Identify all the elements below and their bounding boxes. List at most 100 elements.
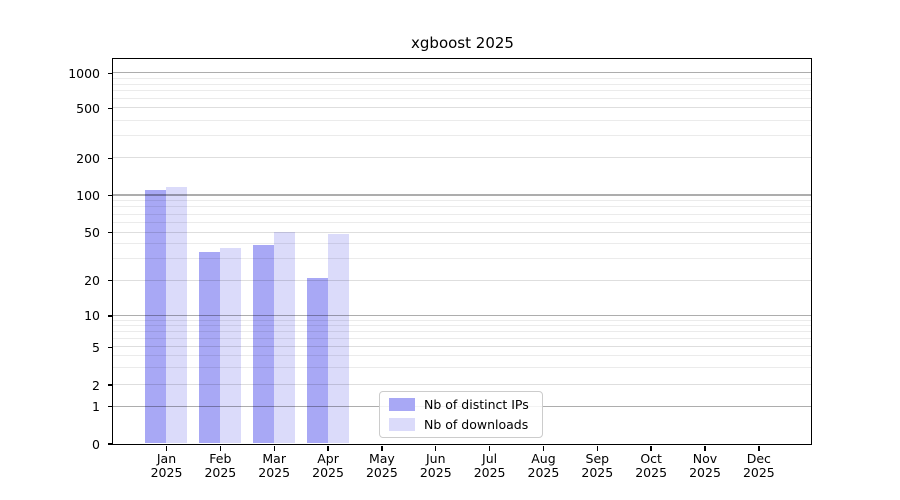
x-tick-month: Mar xyxy=(262,450,286,466)
x-tick-year: 2025 xyxy=(635,465,668,480)
minor-gridline xyxy=(113,119,811,121)
bar-downloads xyxy=(219,247,241,444)
legend-entry-downloads: Nb of downloads xyxy=(389,416,533,433)
x-tick-label: May 2025 xyxy=(350,450,414,481)
x-tick-label: Mar 2025 xyxy=(242,450,306,481)
x-tick-label: Nov 2025 xyxy=(673,450,737,481)
x-tick-month: Jan xyxy=(156,450,177,466)
minor-gridline xyxy=(113,258,811,260)
x-tick-label: Jul 2025 xyxy=(458,451,522,481)
y-tick-mark xyxy=(107,194,113,197)
minor-gridline xyxy=(113,243,811,245)
minor-gridline xyxy=(113,367,811,369)
minor-gridline xyxy=(113,135,811,137)
major-gridline xyxy=(113,314,811,317)
minor-gridline xyxy=(113,90,811,92)
y-tick-label: 2 xyxy=(92,377,100,393)
gridline xyxy=(113,157,811,159)
minor-gridline xyxy=(113,98,811,100)
y-tick-label: 1 xyxy=(92,399,100,415)
legend-swatch-downloads-icon xyxy=(389,417,415,431)
legend-label-downloads: Nb of downloads xyxy=(424,416,529,432)
x-tick-month: Nov xyxy=(692,450,718,466)
x-tick-month: Dec xyxy=(746,450,771,466)
x-tick-label: Oct 2025 xyxy=(619,450,683,481)
x-tick-month: Aug xyxy=(531,450,556,466)
gridline xyxy=(113,279,811,281)
x-tick-mark xyxy=(488,445,491,451)
gridline xyxy=(113,346,811,348)
x-tick-label: Dec 2025 xyxy=(727,450,791,481)
x-tick-month: May xyxy=(368,450,395,466)
y-tick-label: 0 xyxy=(92,436,100,452)
y-tick-label: 20 xyxy=(84,273,100,289)
x-tick-month: Jun xyxy=(425,450,446,466)
x-tick-mark xyxy=(758,445,760,451)
x-tick-label: Feb 2025 xyxy=(188,450,252,481)
bar-downloads xyxy=(327,234,349,444)
x-tick-mark xyxy=(704,445,706,451)
bar-distinct-ips xyxy=(145,190,166,444)
y-tick-label: 5 xyxy=(92,339,100,355)
x-tick-year: 2025 xyxy=(204,465,237,480)
major-gridline xyxy=(113,72,811,74)
y-tick-mark xyxy=(107,443,113,445)
bar-downloads xyxy=(166,186,187,444)
x-tick-month: Apr xyxy=(317,450,339,466)
x-tick-mark xyxy=(542,445,545,451)
y-tick-mark xyxy=(107,384,113,386)
x-tick-year: 2025 xyxy=(258,465,291,480)
bar-distinct-ips xyxy=(198,252,220,444)
minor-gridline xyxy=(113,331,811,333)
x-tick-label: Aug 2025 xyxy=(511,450,575,481)
x-tick-mark xyxy=(650,445,652,451)
minor-gridline xyxy=(113,355,811,357)
x-tick-month: Oct xyxy=(640,450,662,466)
minor-gridline xyxy=(113,200,811,202)
gridline xyxy=(113,107,811,109)
gridline xyxy=(113,231,811,233)
minor-gridline xyxy=(113,338,811,340)
x-tick-label: Jan 2025 xyxy=(135,450,199,481)
y-tick-label: 10 xyxy=(84,308,100,324)
x-tick-label: Sep 2025 xyxy=(565,450,629,481)
y-tick-mark xyxy=(107,107,113,109)
y-tick-mark xyxy=(107,315,113,317)
y-tick-mark xyxy=(107,72,113,74)
minor-gridline xyxy=(113,77,811,79)
x-tick-mark xyxy=(273,445,275,451)
minor-gridline xyxy=(113,213,811,215)
x-tick-mark xyxy=(165,445,168,451)
y-tick-mark xyxy=(107,405,113,408)
y-tick-label: 100 xyxy=(76,187,100,203)
legend: Nb of distinct IPs Nb of downloads xyxy=(379,390,543,438)
x-tick-month: Feb xyxy=(209,450,232,466)
y-tick-label: 1000 xyxy=(68,65,100,81)
bars-layer xyxy=(113,59,811,444)
x-tick-year: 2025 xyxy=(473,465,506,480)
x-tick-month: Sep xyxy=(585,450,610,466)
y-tick-label: 50 xyxy=(84,225,100,241)
y-tick-mark xyxy=(107,157,113,160)
x-tick-label: Apr 2025 xyxy=(296,450,360,481)
x-tick-year: 2025 xyxy=(150,465,183,480)
minor-gridline xyxy=(113,319,811,321)
y-tick-mark xyxy=(107,279,113,282)
x-tick-year: 2025 xyxy=(527,465,560,480)
x-tick-label: Jun 2025 xyxy=(404,450,468,481)
x-tick-mark xyxy=(219,445,222,451)
x-tick-year: 2025 xyxy=(312,465,344,480)
x-tick-year: 2025 xyxy=(689,465,721,480)
minor-gridline xyxy=(113,83,811,85)
y-tick-mark xyxy=(107,346,113,348)
minor-gridline xyxy=(113,325,811,327)
x-tick-year: 2025 xyxy=(419,465,452,480)
legend-entry-distinct-ips: Nb of distinct IPs xyxy=(389,396,533,413)
x-tick-year: 2025 xyxy=(742,465,775,480)
legend-swatch-distinct-ips-icon xyxy=(389,397,415,411)
bar-distinct-ips xyxy=(252,245,274,444)
y-tick-label: 500 xyxy=(76,100,100,116)
bar-downloads xyxy=(273,232,295,444)
y-tick-label: 200 xyxy=(76,150,100,166)
